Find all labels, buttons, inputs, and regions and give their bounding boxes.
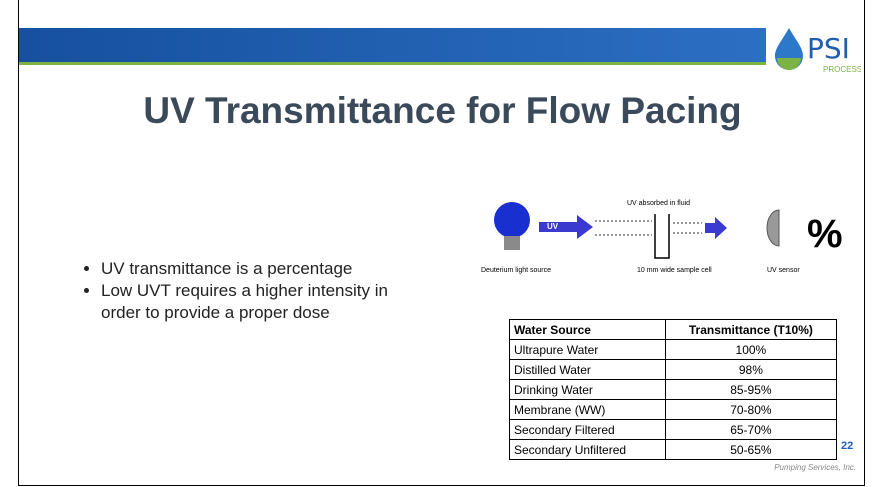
cell: 100% — [665, 340, 836, 360]
cell: 98% — [665, 360, 836, 380]
header-cell: Transmittance (T10%) — [665, 320, 836, 340]
label: UV sensor — [767, 267, 800, 274]
bulb — [494, 202, 530, 238]
header-cell: Water Source — [510, 320, 666, 340]
cell: Membrane (WW) — [510, 400, 666, 420]
header-band — [19, 28, 766, 65]
logo-drop-base — [777, 58, 801, 70]
percent: % — [807, 212, 843, 256]
cell: Secondary Unfiltered — [510, 440, 666, 460]
cell: Drinking Water — [510, 380, 666, 400]
uv-label: UV — [547, 222, 559, 231]
label: UV absorbed in fluid — [627, 200, 690, 207]
logo: PSI PROCESS — [771, 18, 861, 78]
bullet: UV transmittance is a percentage — [101, 258, 401, 280]
cell: 50-65% — [665, 440, 836, 460]
uv-diagram: UV UV absorbed in fluid Deuterium light … — [477, 192, 857, 292]
bullet: Low UVT requires a higher intensity in o… — [101, 280, 401, 324]
logo-sub: PROCESS — [823, 65, 861, 74]
slide: PSI PROCESS UV Transmittance for Flow Pa… — [18, 0, 865, 486]
sample-cell — [655, 214, 669, 258]
cell: Secondary Filtered — [510, 420, 666, 440]
label: 10 mm wide sample cell — [637, 267, 712, 274]
arrow — [705, 217, 727, 239]
page-number: 22 — [841, 440, 853, 452]
sensor — [767, 210, 779, 246]
footer: Pumping Services, Inc. — [774, 463, 856, 472]
cell: 65-70% — [665, 420, 836, 440]
slide-title: UV Transmittance for Flow Pacing — [19, 90, 866, 132]
bulb-base — [504, 236, 520, 250]
bullet-list: UV transmittance is a percentage Low UVT… — [81, 258, 401, 324]
logo-text: PSI — [807, 32, 850, 65]
cell: 70-80% — [665, 400, 836, 420]
cell: Ultrapure Water — [510, 340, 666, 360]
cell: Distilled Water — [510, 360, 666, 380]
page: PSI PROCESS UV Transmittance for Flow Pa… — [0, 0, 883, 487]
row: Membrane (WW)70-80% — [510, 400, 837, 420]
cell: 85-95% — [665, 380, 836, 400]
label: Deuterium light source — [481, 267, 551, 274]
